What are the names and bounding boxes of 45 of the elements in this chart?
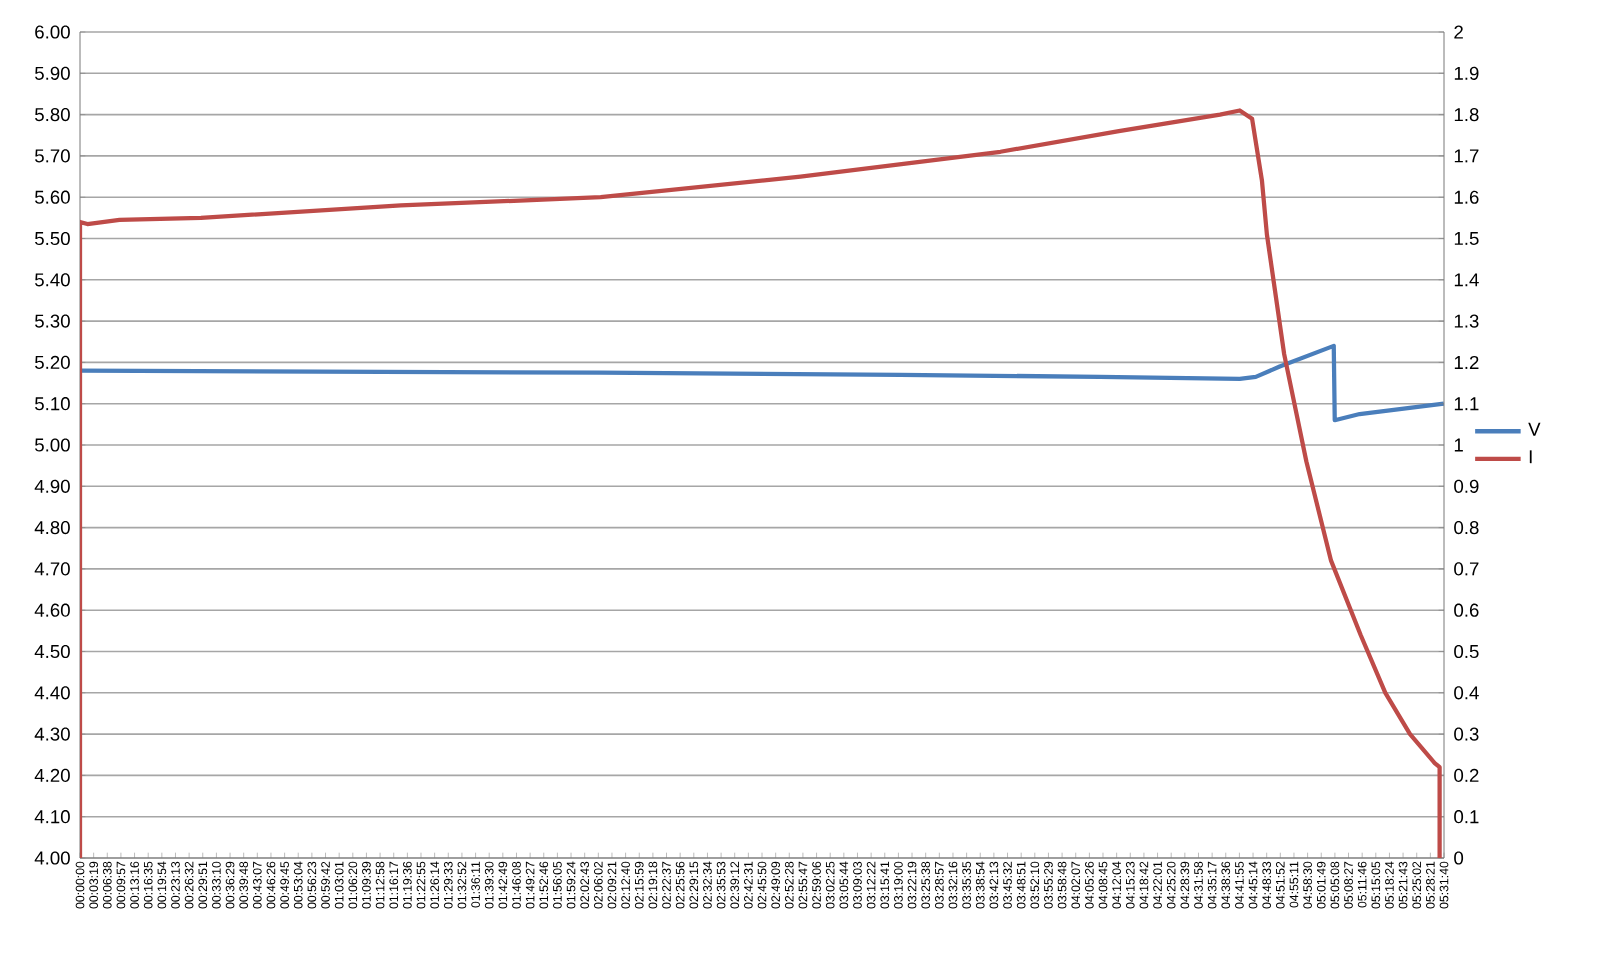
y2-tick-label: 0.4 [1454,686,1479,700]
legend-label: I [1529,450,1532,464]
y2-tick-label: 0.2 [1454,768,1479,782]
y-tick-label: 5.70 [35,149,70,163]
y2-tick-label: 0.6 [1454,603,1479,617]
y-tick-label: 5.10 [35,397,70,411]
legend-label: V [1528,422,1541,436]
y2-tick-label: 1.2 [1454,355,1479,369]
y2-tick-label: 2 [1454,25,1463,39]
y-tick-label: 5.60 [35,190,70,204]
y-tick-label: 4.40 [34,686,70,700]
y-tick-label: 5.40 [35,273,70,287]
y-tick-label: 4.00 [34,851,70,865]
y2-tick-label: 0.8 [1454,521,1479,535]
y-tick-label: 5.80 [35,108,70,122]
y-tick-label: 5.90 [35,66,70,80]
y2-tick-label: 1 [1454,438,1463,452]
y-tick-label: 4.10 [34,810,70,824]
y-tick-label: 5.30 [35,314,70,328]
y-tick-label: 4.90 [34,479,70,493]
y-tick-label: 6.00 [35,25,70,39]
y2-tick-label: 0.3 [1454,727,1479,741]
y2-tick-label: 1.7 [1454,149,1479,163]
y2-tick-label: 0.9 [1454,479,1479,493]
y2-tick-label: 0.5 [1454,644,1479,659]
y2-tick-label: 1.3 [1454,314,1479,328]
y-tick-label: 5.20 [35,355,70,369]
y-tick-label: 4.30 [34,727,70,741]
y2-tick-label: 1.1 [1454,397,1479,411]
y-tick-label: 4.50 [34,644,70,659]
line-series [80,343,1445,423]
y-tick-label: 4.60 [34,603,70,617]
y2-tick-label: 1.5 [1454,232,1479,245]
y2-tick-label: 1.8 [1454,108,1479,122]
y2-tick-label: 1.6 [1454,190,1479,204]
y2-tick-label: 0.7 [1454,562,1479,576]
y2-tick-label: 1.9 [1454,66,1479,80]
y2-tick-label: 1.4 [1454,273,1479,287]
y-tick-label: 4.20 [34,768,70,782]
y-tick-label: 4.80 [34,521,70,535]
y-tick-label: 4.70 [34,562,70,576]
y-tick-label: 5.50 [35,231,70,246]
y2-tick-label: 0 [1454,851,1464,865]
y-tick-label: 5.00 [35,438,70,452]
y2-tick-label: 0.1 [1454,810,1479,824]
